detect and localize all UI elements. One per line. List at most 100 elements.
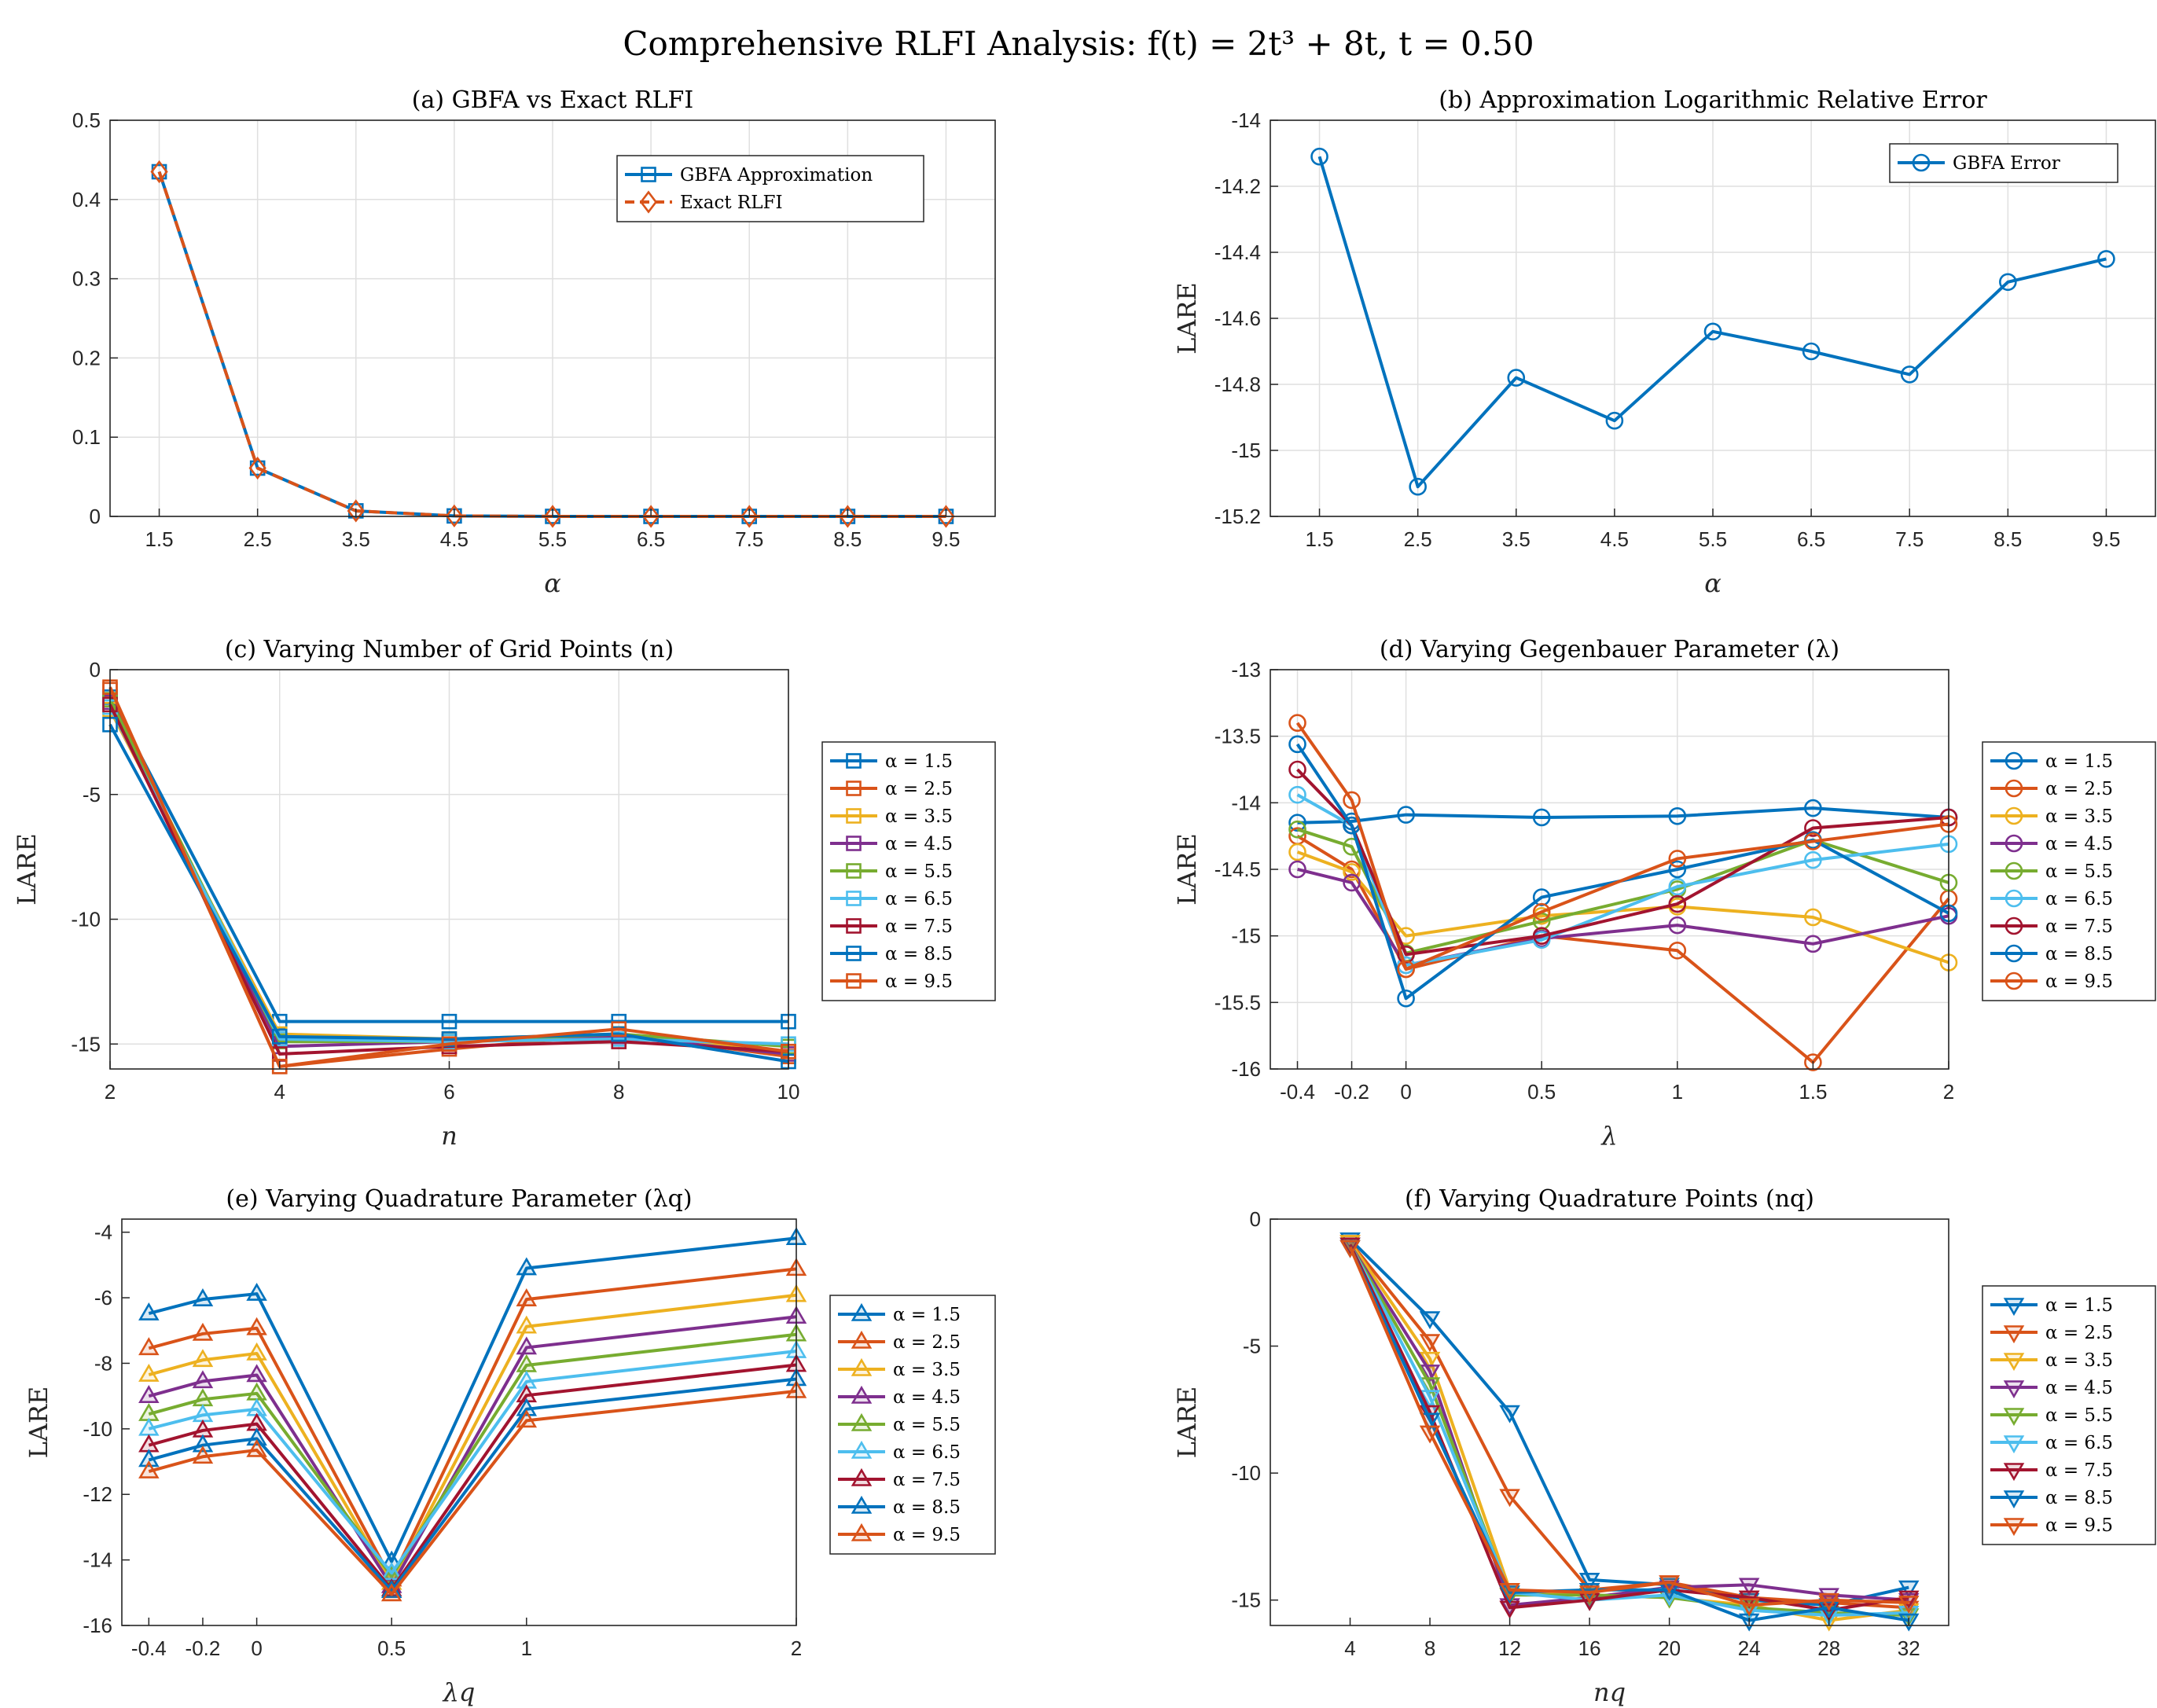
data-point xyxy=(1397,806,1415,824)
legend-marker xyxy=(846,753,862,769)
data-point xyxy=(1419,1351,1441,1370)
data-point xyxy=(1532,927,1551,945)
legend-marker xyxy=(2005,861,2023,880)
data-point xyxy=(1898,1580,1920,1599)
series-line xyxy=(148,1293,797,1585)
legend-entry: Exact RLFI xyxy=(680,193,783,213)
legend-marker xyxy=(639,190,658,214)
y-tick-label: 0 xyxy=(90,658,101,681)
data-point xyxy=(1578,1573,1600,1591)
legend: α = 1.5 α = 2.5 α = 3.5 α = 4.5 α = 5.5 α = 6… xyxy=(1982,1285,2156,1545)
legend-marker xyxy=(2003,1408,2025,1427)
data-point xyxy=(1804,908,1822,927)
legend-marker xyxy=(846,836,862,851)
data-point xyxy=(192,1370,214,1389)
x-tick-label: 6.5 xyxy=(637,527,665,551)
legend-entry: α = 3.5 xyxy=(2045,806,2113,827)
y-tick-label: -12 xyxy=(83,1482,112,1506)
series-line xyxy=(1317,156,2107,489)
data-point xyxy=(1288,843,1306,861)
legend-entry: α = 8.5 xyxy=(2045,944,2113,964)
legend-marker xyxy=(2005,972,2023,990)
data-point xyxy=(441,1013,457,1030)
data-point xyxy=(1339,1237,1361,1256)
y-tick-label: -15 xyxy=(71,1032,101,1056)
data-point xyxy=(1532,808,1551,827)
series-line xyxy=(1348,1243,1909,1612)
data-point xyxy=(516,1288,538,1306)
x-axis-label: λq xyxy=(442,1677,476,1707)
legend-marker xyxy=(851,1302,873,1321)
legend-entry: α = 9.5 xyxy=(893,1525,961,1545)
x-tick-label: 20 xyxy=(1658,1636,1681,1660)
data-point xyxy=(1419,1311,1441,1330)
data-point xyxy=(1804,935,1822,953)
data-point xyxy=(1804,832,1822,850)
legend: GBFA Error xyxy=(1889,143,2118,183)
legend-entry: GBFA Approximation xyxy=(680,165,873,185)
data-point xyxy=(1668,806,1687,825)
data-point xyxy=(1397,946,1415,964)
series-line xyxy=(148,1236,797,1563)
chart-title: (b) Approximation Logarithmic Relative E… xyxy=(1439,86,1987,114)
data-point xyxy=(1898,1590,1920,1609)
legend-entry: α = 7.5 xyxy=(2045,1460,2113,1481)
legend-entry: α = 5.5 xyxy=(2045,1405,2113,1426)
legend-marker xyxy=(2003,1353,2025,1372)
y-tick-label: -4 xyxy=(94,1221,112,1244)
x-tick-label: 1 xyxy=(521,1636,532,1660)
data-point xyxy=(740,505,759,528)
data-point xyxy=(347,499,365,523)
data-point xyxy=(1898,1596,1920,1614)
legend-entry: α = 8.5 xyxy=(885,944,953,964)
y-tick-label: -14.4 xyxy=(1214,241,1261,264)
legend-entry: α = 6.5 xyxy=(893,1442,961,1463)
y-tick-label: -13.5 xyxy=(1214,725,1261,748)
y-tick-label: -15.5 xyxy=(1214,990,1261,1014)
chart-title: (c) Varying Number of Grid Points (n) xyxy=(225,636,674,663)
data-point xyxy=(1397,960,1415,979)
data-point xyxy=(138,1363,160,1382)
x-tick-label: -0.2 xyxy=(1334,1080,1369,1104)
legend-entry: α = 2.5 xyxy=(2045,779,2113,799)
data-point xyxy=(1343,863,1361,881)
legend-entry: α = 9.5 xyxy=(2045,972,2113,992)
data-point xyxy=(1288,785,1306,804)
data-point xyxy=(1900,365,1919,384)
legend-entry: α = 1.5 xyxy=(2045,1295,2113,1316)
x-tick-label: -0.4 xyxy=(131,1636,167,1660)
legend-marker xyxy=(846,808,862,824)
data-point xyxy=(1804,799,1822,817)
legend-entry: α = 4.5 xyxy=(2045,1378,2113,1398)
legend-entry: α = 6.5 xyxy=(885,889,953,909)
x-tick-label: 1.5 xyxy=(1799,1080,1827,1104)
y-tick-label: -16 xyxy=(1231,1057,1261,1081)
x-axis-label: n xyxy=(441,1121,457,1151)
legend-entry: α = 8.5 xyxy=(2045,1488,2113,1508)
data-point xyxy=(246,1317,267,1335)
chart-panel-c: 2 4 6 8 10 -15 -10 -5 0 (c) Varying Number of Gri… xyxy=(12,636,996,1151)
legend-entry: α = 7.5 xyxy=(2045,916,2113,937)
legend-entry: α = 2.5 xyxy=(893,1332,961,1353)
legend-marker xyxy=(846,891,862,906)
y-tick-label: -10 xyxy=(1231,1461,1261,1485)
legend-marker xyxy=(846,863,862,879)
data-point xyxy=(1288,820,1306,839)
y-axis-label: LARE xyxy=(24,1387,53,1459)
data-point xyxy=(1419,1334,1441,1353)
legend: α = 1.5 α = 2.5 α = 3.5 α = 4.5 α = 5.5 α = 6… xyxy=(1982,741,2156,1001)
chart-title: (f) Varying Quadrature Points (nq) xyxy=(1405,1185,1814,1213)
legend-marker xyxy=(851,1412,873,1431)
data-point xyxy=(271,1028,288,1045)
data-point xyxy=(1605,411,1624,430)
legend-entry: GBFA Error xyxy=(1953,153,2060,174)
legend-marker xyxy=(2003,1325,2025,1344)
x-axis-label: λ xyxy=(1600,1121,1617,1151)
data-point xyxy=(1659,1575,1680,1594)
series-line xyxy=(108,696,788,1023)
data-point xyxy=(516,1398,538,1416)
legend: GBFA Approximation Exact RLFI xyxy=(616,155,924,222)
data-point xyxy=(380,1583,402,1602)
data-point xyxy=(1668,850,1687,868)
